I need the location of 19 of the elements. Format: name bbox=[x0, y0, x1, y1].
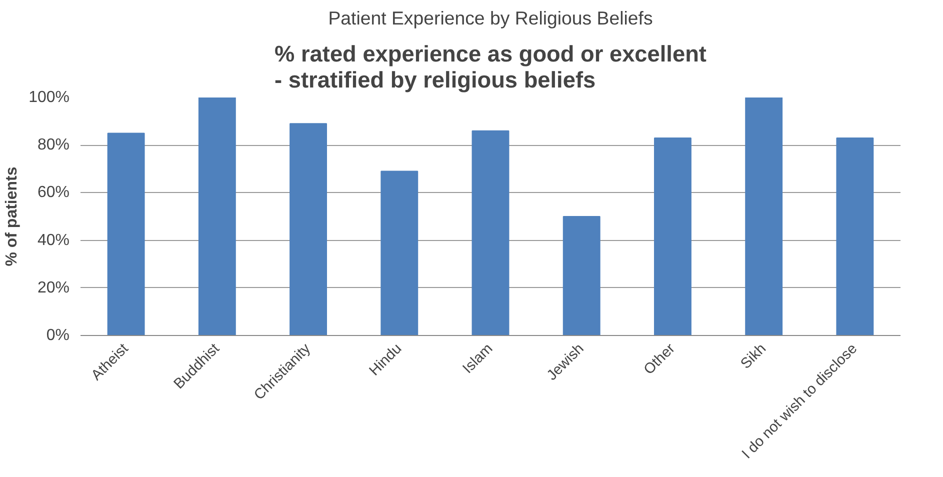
chart-title: Patient Experience by Religious Beliefs bbox=[328, 8, 653, 28]
bar bbox=[107, 132, 145, 336]
y-tick-label: 0% bbox=[46, 327, 70, 344]
bar bbox=[562, 216, 600, 336]
bar bbox=[745, 98, 783, 336]
chart-subtitle: % rated experience as good or excellent - stratified by religious beliefs bbox=[274, 40, 707, 92]
y-axis-title: % of patients bbox=[4, 166, 21, 266]
bar bbox=[380, 170, 418, 336]
bar bbox=[654, 137, 692, 336]
x-tick-label: Sikh bbox=[738, 340, 770, 372]
bar bbox=[290, 123, 327, 336]
bar bbox=[472, 130, 510, 336]
bar bbox=[198, 98, 236, 336]
y-tick-label: 20% bbox=[37, 279, 70, 296]
y-tick-label: 60% bbox=[37, 184, 70, 202]
y-tick-label: 100% bbox=[28, 89, 70, 106]
y-tick-label: 80% bbox=[37, 136, 70, 154]
bar bbox=[836, 137, 874, 336]
y-tick-label: 40% bbox=[37, 232, 70, 249]
